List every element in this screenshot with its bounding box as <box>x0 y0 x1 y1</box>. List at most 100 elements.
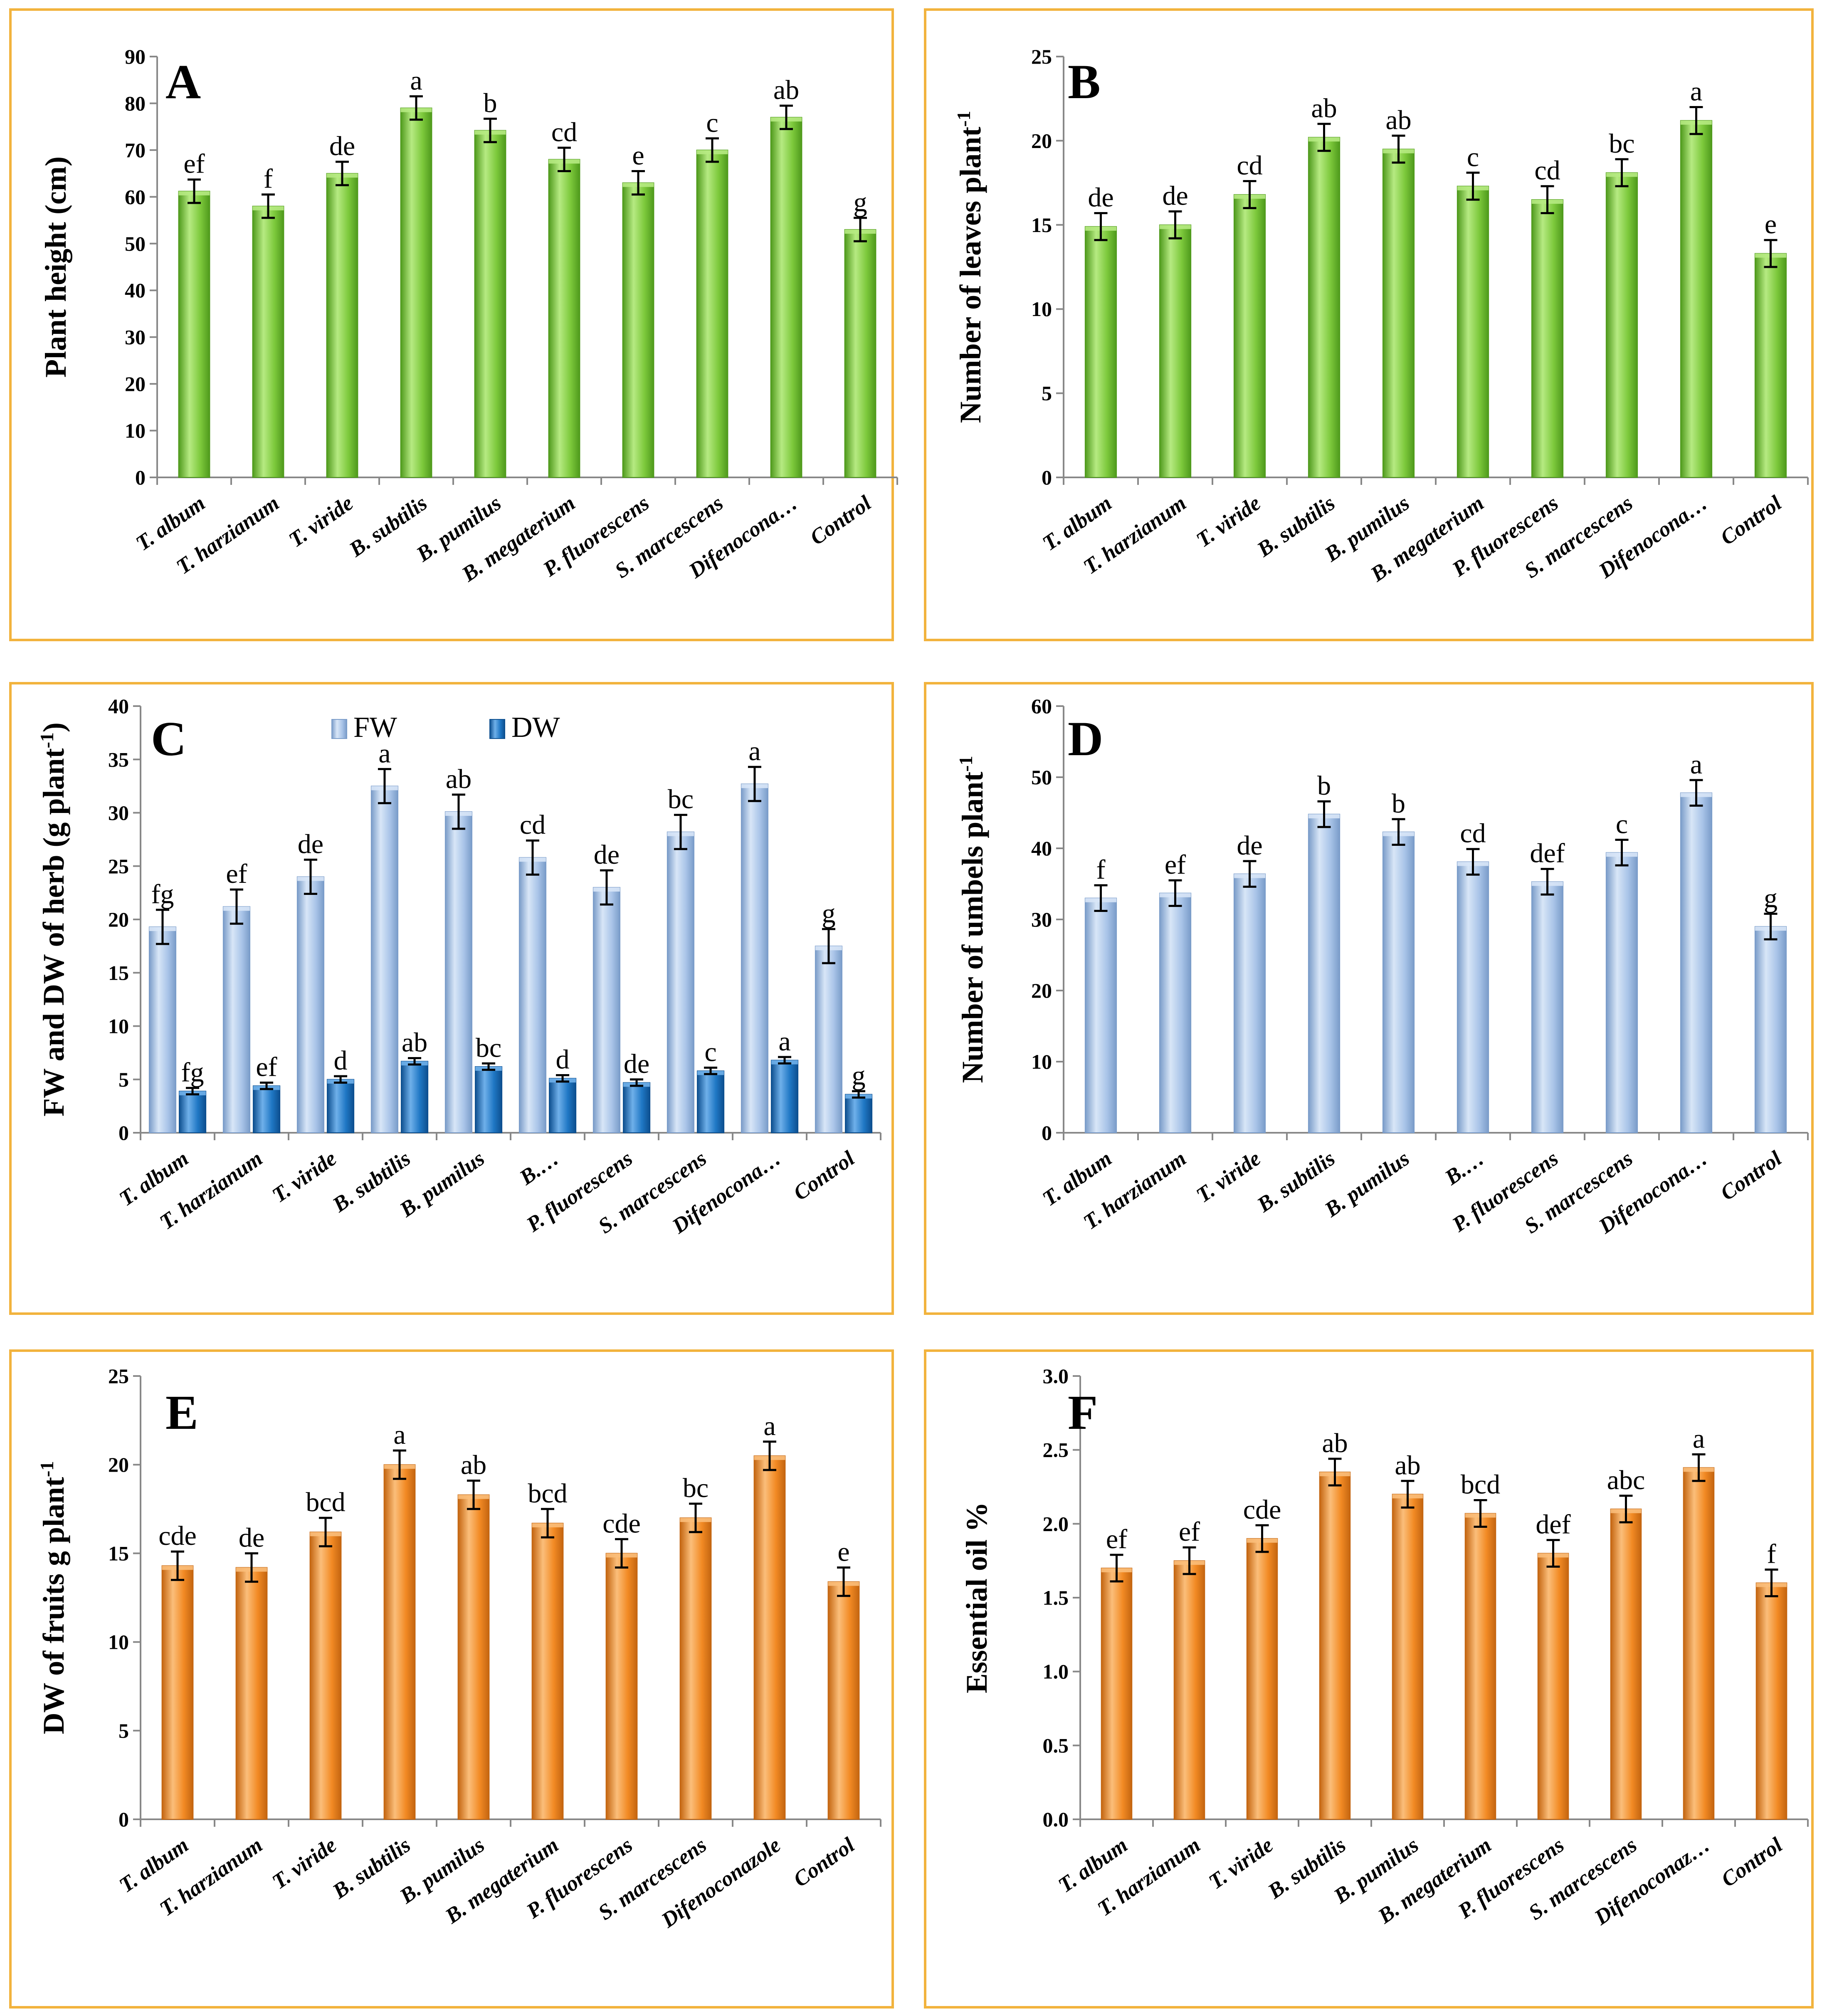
y-tick-label: 2.5 <box>1043 1438 1069 1462</box>
category-label-b: B.… <box>515 1146 563 1190</box>
significance-letter: ab <box>773 75 799 105</box>
y-tick-label: 5 <box>1042 382 1052 405</box>
bar-fruits-dw-p-fluorescens <box>605 1553 638 1820</box>
y-tick-label: 0 <box>119 1121 129 1144</box>
significance-letter: cde <box>158 1521 197 1551</box>
significance-letter: c <box>1616 809 1628 839</box>
significance-letter: bcd <box>1461 1469 1500 1500</box>
bar-leaves-difenocona <box>1680 120 1713 478</box>
significance-letter: de <box>594 840 620 870</box>
significance-letter: d <box>556 1044 570 1075</box>
significance-letter: fg <box>181 1057 204 1087</box>
y-tick-label: 20 <box>108 908 129 931</box>
significance-letter: d <box>334 1045 348 1076</box>
significance-letter: cd <box>1237 151 1262 181</box>
category-label-control: Control <box>1717 1833 1787 1892</box>
y-tick-label: 25 <box>108 855 129 878</box>
bar-fw-b-subtilis <box>370 786 398 1133</box>
significance-letter: e <box>632 140 644 170</box>
panel-letter-f: F <box>1068 1385 1098 1440</box>
significance-letter: a <box>1690 749 1702 780</box>
bar-essential-oil-t-viride <box>1246 1538 1278 1820</box>
significance-letter: de <box>298 829 323 859</box>
significance-letter: b <box>1317 771 1331 801</box>
panel-letter-a: A <box>165 54 201 109</box>
bar-essential-oil-t-harzianum <box>1173 1560 1205 1820</box>
bar-fruits-dw-control <box>827 1581 860 1820</box>
bar-leaves-b-subtilis <box>1308 137 1341 478</box>
significance-letter: bc <box>668 784 694 815</box>
y-tick-label: 0.5 <box>1043 1734 1069 1757</box>
significance-letter: ab <box>446 764 472 794</box>
significance-letter: a <box>1693 1423 1705 1454</box>
y-tick-label: 0 <box>1042 466 1052 489</box>
y-tick-label: 25 <box>108 1364 129 1388</box>
significance-letter: e <box>837 1537 849 1567</box>
y-tick-label: 50 <box>125 232 146 255</box>
y-axis-title: Essential oil % <box>960 1502 993 1693</box>
bar-fruits-dw-b-pumilus <box>457 1494 490 1820</box>
panel-b: 0 5 10 15 20 25 T. album T. harzianum T. viride B… <box>924 8 1814 641</box>
significance-letter: a <box>748 736 760 766</box>
y-tick-label: 3.0 <box>1043 1364 1069 1388</box>
y-tick-label: 20 <box>1031 129 1052 152</box>
significance-letter: f <box>1096 855 1106 885</box>
bar-plant-height-b-megaterium <box>548 159 580 478</box>
bar-dw-control <box>845 1094 873 1133</box>
panel-f: 0.0 0.5 1.0 1.5 2.0 2.5 3.0 T. album T. harzianu… <box>924 1349 1814 2009</box>
y-tick-label: 10 <box>108 1631 129 1654</box>
significance-letter: de <box>239 1522 264 1553</box>
significance-letter: c <box>706 108 718 138</box>
bar-leaves-t-viride <box>1233 194 1266 478</box>
bar-essential-oil-p-fluorescens <box>1537 1553 1569 1820</box>
y-axis-title: Plant height (cm) <box>39 156 72 378</box>
significance-letter: bc <box>1609 128 1634 159</box>
bar-essential-oil-b-megaterium <box>1464 1513 1496 1820</box>
significance-letter: def <box>1530 838 1565 869</box>
y-tick-label: 30 <box>108 801 129 825</box>
bar-dw-t-album <box>179 1090 207 1134</box>
significance-letter: b <box>484 88 497 119</box>
category-label-control: Control <box>789 1833 859 1892</box>
significance-letter: ef <box>226 859 247 889</box>
significance-letter: cde <box>602 1508 641 1539</box>
significance-letter: bcd <box>528 1478 567 1509</box>
y-tick-label: 20 <box>1031 979 1052 1002</box>
bar-plant-height-p-fluorescens <box>622 182 654 478</box>
bar-umbels-t-album <box>1084 897 1117 1133</box>
y-tick-label: 60 <box>125 185 146 208</box>
significance-letter: bc <box>476 1033 501 1063</box>
bar-essential-oil-t-album <box>1101 1567 1133 1820</box>
bar-fruits-dw-t-album <box>161 1565 194 1820</box>
bar-fw-control <box>815 946 843 1133</box>
significance-letter: ef <box>1106 1524 1127 1554</box>
y-tick-label: 5 <box>119 1068 129 1091</box>
panel-letter-c: C <box>151 712 186 766</box>
y-tick-label: 10 <box>1031 1050 1052 1073</box>
y-tick-label: 40 <box>125 279 146 302</box>
y-tick-label: 30 <box>1031 908 1052 931</box>
category-label-b: B.… <box>1440 1146 1488 1190</box>
significance-letter: def <box>1536 1509 1570 1539</box>
y-tick-label: 90 <box>125 45 146 68</box>
bar-fw-difenocona <box>741 783 769 1133</box>
bar-umbels-t-harzianum <box>1159 892 1192 1134</box>
y-tick-label: 15 <box>108 1542 129 1565</box>
y-tick-label: 15 <box>108 961 129 984</box>
significance-letter: a <box>393 1420 405 1450</box>
bar-plant-height-t-viride <box>326 173 358 478</box>
bar-leaves-t-album <box>1084 226 1117 478</box>
bar-essential-oil-b-subtilis <box>1319 1471 1351 1820</box>
bar-fw-t-harzianum <box>222 906 251 1133</box>
significance-letter: fg <box>151 879 174 909</box>
bar-leaves-b-pumilus <box>1382 148 1415 478</box>
y-tick-label: 1.0 <box>1043 1660 1069 1683</box>
bar-fruits-dw-t-viride <box>309 1532 342 1820</box>
panel-letter-d: D <box>1068 712 1103 766</box>
significance-letter: ef <box>1179 1517 1200 1547</box>
significance-letter: a <box>1690 76 1702 106</box>
legend-label-dw: DW <box>511 712 560 744</box>
